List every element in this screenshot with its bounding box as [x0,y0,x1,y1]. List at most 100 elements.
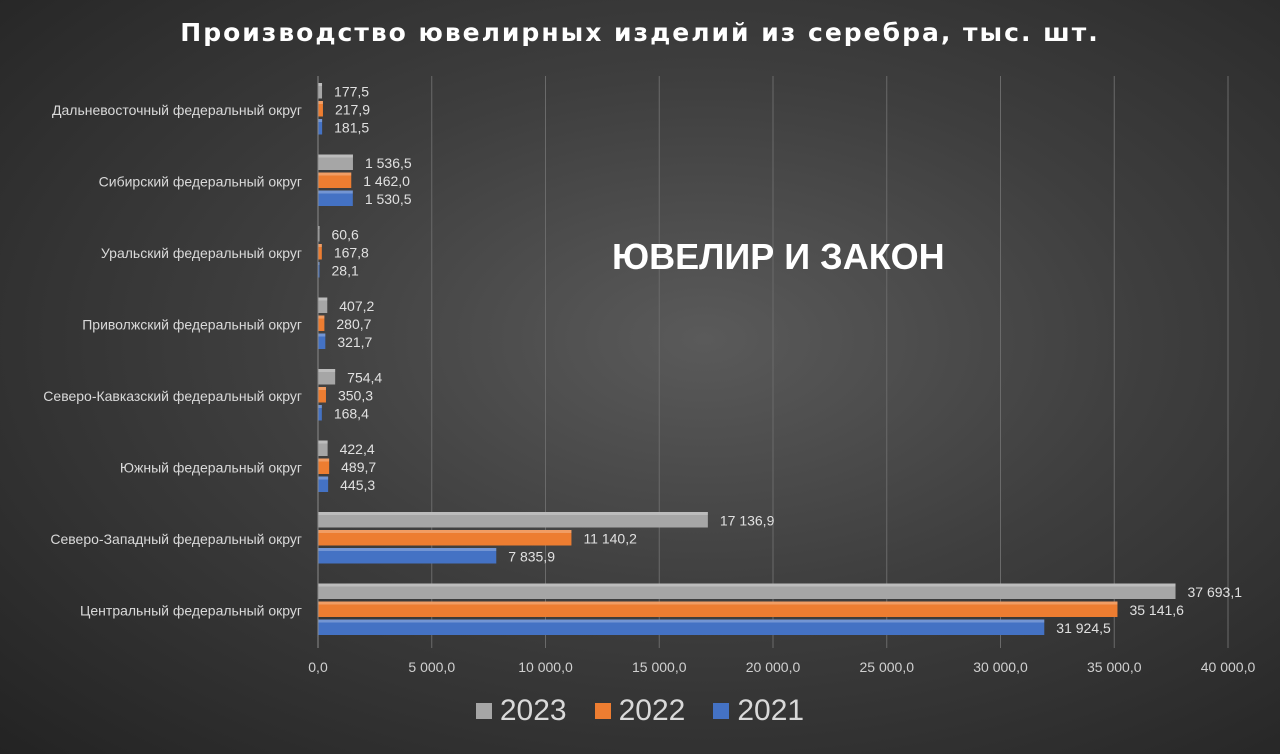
bar-highlight [318,226,320,229]
x-tick-label: 10 000,0 [518,659,573,675]
category-label: Северо-Кавказский федеральный округ [43,388,302,404]
legend-swatch [475,703,492,719]
bar-2023 [318,583,1176,599]
legend-swatch [713,703,730,719]
bar-highlight [318,315,325,319]
bar-2021 [318,119,323,135]
bar-2023 [318,83,323,99]
bar-2023 [318,440,328,456]
bar-highlight [318,119,323,122]
bar-2022 [318,101,323,117]
bar-highlight [318,601,1118,605]
data-label: 1 530,5 [365,191,412,207]
data-label: 1 536,5 [365,155,412,171]
legend-label: 2022 [618,694,686,727]
bar-highlight [318,262,320,265]
data-label: 280,7 [336,316,371,332]
bar-highlight [318,619,1045,623]
bar-2021 [318,476,329,492]
bar-highlight [318,369,336,372]
data-label: 17 136,9 [720,513,775,529]
bar-highlight [318,530,572,533]
bar-highlight [318,548,497,551]
data-label: 489,7 [341,459,376,475]
bar-highlight [318,154,353,158]
x-tick-label: 35 000,0 [1087,659,1142,675]
data-label: 177,5 [334,84,369,100]
category-label: Дальневосточный федеральный округ [52,102,302,118]
category-label: Приволжский федеральный округ [82,316,302,332]
bar-2021 [318,333,326,349]
bar-2022 [318,458,330,474]
bar-2022 [318,244,322,260]
bar-2022 [318,387,326,403]
bar-highlight [318,83,323,86]
legend-item-2023: 2023 [475,694,567,728]
x-tick-label: 5 000,0 [408,659,455,675]
bar-2022 [318,315,325,331]
data-label: 28,1 [332,263,359,279]
bar-highlight [318,405,322,408]
data-label: 321,7 [337,334,372,350]
bar-2022 [318,601,1118,617]
bar-highlight [318,512,708,515]
legend-item-2021: 2021 [713,694,804,728]
category-label: Южный федеральный округ [120,459,302,475]
bar-highlight [318,333,326,337]
chart-title: Производство ювелирных изделий из серебр… [180,18,1100,47]
data-label: 37 693,1 [1188,584,1243,600]
legend-swatch [594,703,611,719]
bar-2023 [318,369,336,385]
data-label: 422,4 [340,441,375,457]
bar-2021 [318,190,353,206]
legend-label: 2021 [737,694,805,727]
bar-2022 [318,172,352,188]
bar-2023 [318,512,708,528]
bar-highlight [318,387,326,390]
data-label: 407,2 [339,298,374,314]
data-label: 60,6 [332,227,359,243]
data-label: 167,8 [334,245,369,261]
bar-2021 [318,405,322,421]
bar-2021 [318,548,497,564]
bar-2021 [318,619,1045,635]
data-label: 217,9 [335,102,370,118]
bar-highlight [318,101,323,104]
bar-highlight [318,172,352,176]
data-label: 31 924,5 [1056,620,1111,636]
bar-highlight [318,297,328,301]
bar-2023 [318,226,320,242]
x-tick-label: 25 000,0 [860,659,915,675]
category-label: Центральный федеральный округ [80,602,302,618]
data-label: 754,4 [347,370,382,386]
bar-2021 [318,262,320,278]
x-tick-label: 40 000,0 [1201,659,1256,675]
data-label: 181,5 [334,120,369,136]
bar-2023 [318,154,353,170]
data-label: 35 141,6 [1129,602,1184,618]
bar-2022 [318,530,572,546]
legend-item-2022: 2022 [594,694,686,728]
chart-legend: 2023 2022 2021 [0,694,1280,728]
data-label: 11 140,2 [583,531,637,547]
bar-highlight [318,440,328,444]
category-label: Северо-Западный федеральный округ [50,531,302,547]
x-tick-label: 30 000,0 [973,659,1028,675]
bar-highlight [318,476,329,480]
data-label: 445,3 [340,477,375,493]
data-label: 350,3 [338,388,373,404]
x-tick-label: 15 000,0 [632,659,687,675]
category-label: Сибирский федеральный округ [99,173,302,189]
data-label: 7 835,9 [508,549,555,565]
x-tick-label: 0,0 [308,659,328,675]
data-label: 168,4 [334,406,369,422]
bar-highlight [318,583,1176,587]
bar-2023 [318,297,328,313]
bar-highlight [318,458,330,462]
watermark-text: ЮВЕЛИР И ЗАКОН [612,236,945,277]
bar-highlight [318,190,353,194]
bar-highlight [318,244,322,247]
legend-label: 2023 [499,694,567,727]
data-label: 1 462,0 [363,173,410,189]
